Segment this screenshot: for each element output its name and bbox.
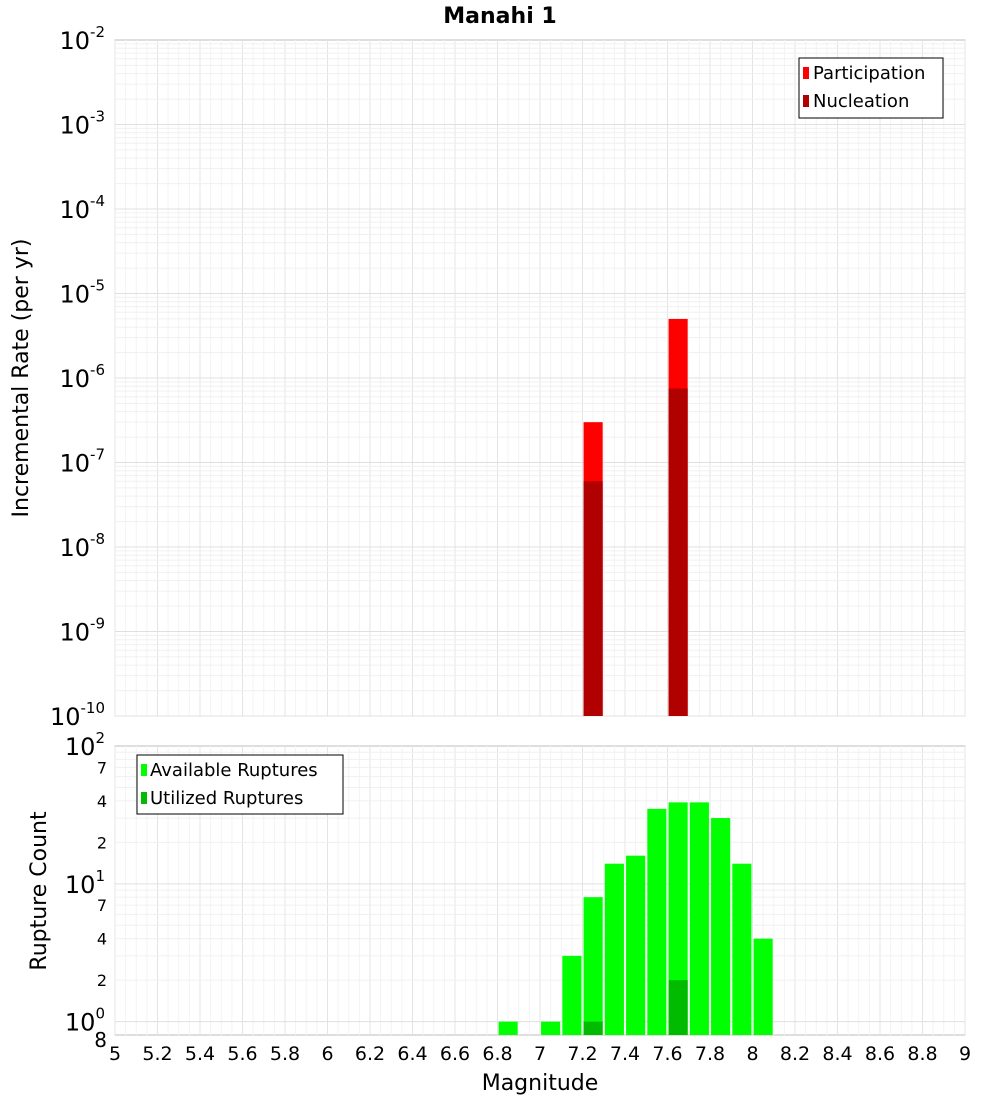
legend-label-participation: Participation (813, 63, 925, 84)
y-tick-label: 10-3 (59, 108, 105, 140)
legend-label-utilized-ruptures: Utilized Ruptures (150, 788, 303, 809)
x-tick-label: 7 (534, 1043, 546, 1065)
top-y-tick-labels: 10-2 10-3 10-4 10-5 10-6 10-7 10-8 10-9 10-10 (50, 23, 105, 731)
y-tick-label: 10-4 (59, 192, 105, 224)
y-tick-label: 10-6 (59, 361, 105, 393)
chart-title: Manahi 1 (443, 4, 556, 29)
x-axis-label: Magnitude (482, 1071, 599, 1096)
x-tick-label: 7.2 (567, 1043, 597, 1065)
y-tick-label: 10-9 (59, 615, 105, 647)
x-tick-label: 6.8 (482, 1043, 512, 1065)
y-tick-label: 4 (97, 792, 107, 811)
x-tick-label: 5.2 (142, 1043, 172, 1065)
x-tick-label: 8.2 (780, 1043, 810, 1065)
y-tick-label: 10-8 (59, 530, 105, 562)
bar-nucleation (668, 388, 688, 716)
bottom-legend: Available Ruptures Utilized Ruptures (136, 754, 344, 815)
bottom-y-axis-label: Rupture Count (27, 811, 52, 971)
y-tick-label: 10-7 (59, 446, 105, 478)
y-tick-label: 101 (65, 867, 105, 899)
bar-available-ruptures (711, 818, 731, 1035)
legend-swatch-nucleation (803, 95, 809, 107)
y-tick-label: 7 (97, 896, 107, 915)
x-tick-label: 5.8 (270, 1043, 300, 1065)
x-tick-label: 8.6 (865, 1043, 895, 1065)
y-tick-label: 2 (97, 833, 107, 852)
x-tick-label: 5.4 (185, 1043, 215, 1065)
x-tick-label: 5 (109, 1043, 121, 1065)
top-plot-panel: 10-2 10-3 10-4 10-5 10-6 10-7 10-8 10-9 10-10 In… (9, 23, 966, 731)
legend-label-available-ruptures: Available Ruptures (150, 760, 318, 781)
legend-swatch-utilized-ruptures (141, 792, 147, 804)
bar-available-ruptures (668, 802, 688, 1035)
x-tick-label: 6 (321, 1043, 333, 1065)
x-tick-label: 6.4 (397, 1043, 427, 1065)
bar-available-ruptures (647, 808, 667, 1035)
x-tick-label: 7.8 (695, 1043, 725, 1065)
bar-nucleation (583, 481, 603, 716)
legend-label-nucleation: Nucleation (813, 91, 909, 112)
bar-available-ruptures (689, 802, 709, 1035)
x-tick-label: 6.6 (440, 1043, 470, 1065)
legend-swatch-available-ruptures (141, 764, 147, 776)
bar-available-ruptures (583, 897, 603, 1035)
top-legend: Participation Nucleation (798, 57, 944, 119)
x-tick-label: 7.4 (610, 1043, 640, 1065)
bar-available-ruptures (562, 955, 582, 1035)
top-gridlines (114, 40, 966, 717)
y-tick-label: 10-5 (59, 277, 105, 309)
bar-available-ruptures (541, 1021, 561, 1035)
y-tick-label: 4 (97, 930, 107, 949)
bottom-gridlines (114, 746, 966, 1035)
y-tick-label: 7 (97, 758, 107, 777)
bar-utilized-ruptures (668, 980, 688, 1035)
y-tick-label: 10-2 (59, 23, 105, 55)
y-tick-label: 2 (97, 971, 107, 990)
bar-available-ruptures (753, 938, 773, 1035)
x-tick-label: 7.6 (652, 1043, 682, 1065)
top-y-axis-label: Incremental Rate (per yr) (9, 239, 34, 518)
y-tick-label: 102 (65, 729, 105, 761)
legend-swatch-participation (803, 67, 809, 79)
x-tick-label: 8 (746, 1043, 758, 1065)
top-bars (583, 318, 688, 716)
bar-available-ruptures (498, 1021, 518, 1035)
y-tick-label: 100 (65, 1005, 105, 1037)
bar-available-ruptures (626, 855, 646, 1035)
bottom-bars (498, 802, 773, 1035)
bar-utilized-ruptures (583, 1021, 603, 1035)
x-tick-label: 8.8 (907, 1043, 937, 1065)
bar-available-ruptures (604, 863, 624, 1035)
x-tick-label: 8.4 (822, 1043, 852, 1065)
bar-available-ruptures (732, 863, 752, 1035)
y-tick-label: 10-10 (50, 699, 105, 731)
x-tick-labels: 5 5.2 5.4 5.6 5.8 6 6.2 6.4 6.6 6.8 7 7.2 7.4 7.6 7.8 8… (109, 1043, 971, 1065)
y-tick-label: 8 (94, 1028, 107, 1052)
top-legend-box (798, 57, 944, 119)
x-tick-label: 6.2 (355, 1043, 385, 1065)
x-tick-label: 5.6 (227, 1043, 257, 1065)
x-tick-label: 9 (959, 1043, 971, 1065)
bottom-legend-box (136, 754, 344, 815)
